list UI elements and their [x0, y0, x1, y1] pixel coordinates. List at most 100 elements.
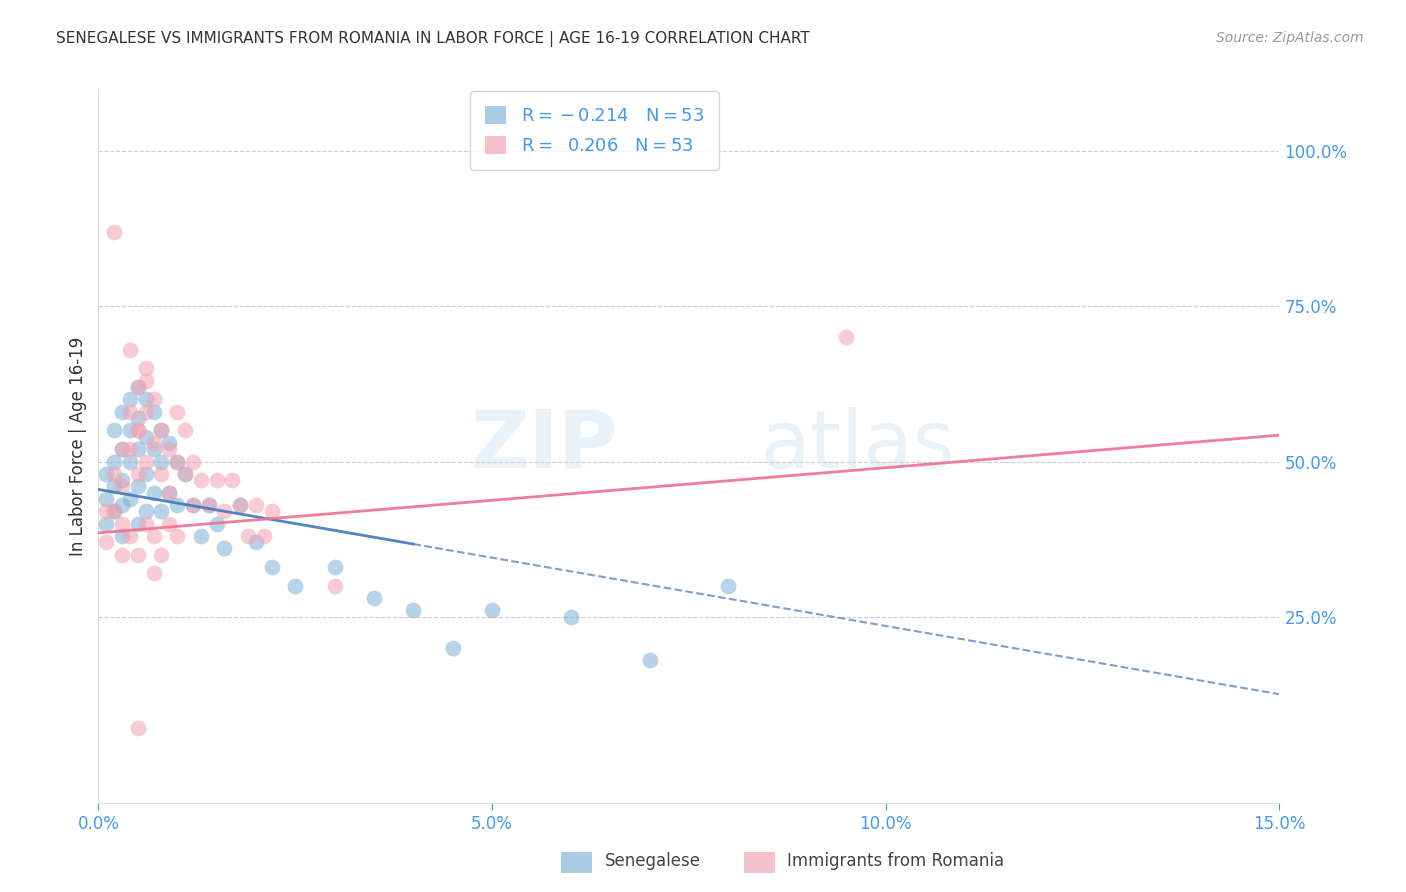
Point	[118, 405, 141, 419]
Point	[150, 454, 173, 468]
Point	[157, 485, 180, 500]
Point	[135, 467, 157, 481]
Point	[253, 529, 276, 543]
Point	[150, 467, 173, 481]
Point	[142, 566, 165, 581]
Point	[118, 392, 141, 407]
Point	[181, 498, 204, 512]
Point	[142, 436, 165, 450]
Point	[127, 380, 149, 394]
Point	[236, 529, 259, 543]
Point	[638, 653, 661, 667]
Point	[402, 603, 425, 617]
Point	[135, 430, 157, 444]
Point	[142, 405, 165, 419]
Point	[118, 491, 141, 506]
Point	[363, 591, 385, 605]
Point	[127, 442, 149, 456]
Point	[166, 529, 188, 543]
Point	[111, 442, 134, 456]
Point	[560, 609, 582, 624]
Point	[103, 424, 125, 438]
Legend: $\mathregular{R = -0.214}$   $\mathregular{N = 53}$, $\mathregular{R = \ \ 0.206: $\mathregular{R = -0.214}$ $\mathregular…	[470, 91, 718, 169]
Point	[166, 454, 188, 468]
Text: Senegalese: Senegalese	[605, 852, 700, 870]
Text: atlas: atlas	[759, 407, 955, 485]
Point	[118, 343, 141, 357]
Y-axis label: In Labor Force | Age 16-19: In Labor Force | Age 16-19	[69, 336, 87, 556]
Point	[96, 491, 118, 506]
Text: Immigrants from Romania: Immigrants from Romania	[787, 852, 1004, 870]
Point	[205, 473, 228, 487]
Point	[103, 504, 125, 518]
Point	[135, 392, 157, 407]
Point	[229, 498, 252, 512]
Point	[111, 529, 134, 543]
Point	[481, 603, 503, 617]
Point	[214, 541, 236, 556]
Point	[135, 454, 157, 468]
Point	[103, 504, 125, 518]
Point	[323, 560, 346, 574]
Point	[835, 330, 858, 344]
Point	[166, 454, 188, 468]
Point	[142, 392, 165, 407]
Point	[197, 498, 219, 512]
Point	[111, 442, 134, 456]
Point	[166, 405, 188, 419]
Point	[174, 467, 197, 481]
Text: Source: ZipAtlas.com: Source: ZipAtlas.com	[1216, 31, 1364, 45]
Point	[127, 722, 149, 736]
Point	[150, 424, 173, 438]
Point	[229, 498, 252, 512]
Point	[96, 467, 118, 481]
Point	[157, 485, 180, 500]
Point	[111, 548, 134, 562]
Point	[190, 473, 212, 487]
Point	[127, 548, 149, 562]
Point	[245, 498, 267, 512]
Point	[157, 436, 180, 450]
Point	[118, 424, 141, 438]
Point	[127, 467, 149, 481]
Point	[150, 424, 173, 438]
Point	[135, 361, 157, 376]
Text: SENEGALESE VS IMMIGRANTS FROM ROMANIA IN LABOR FORCE | AGE 16-19 CORRELATION CHA: SENEGALESE VS IMMIGRANTS FROM ROMANIA IN…	[56, 31, 810, 47]
Point	[245, 535, 267, 549]
Point	[103, 454, 125, 468]
Point	[166, 498, 188, 512]
Point	[181, 454, 204, 468]
Point	[221, 473, 243, 487]
Point	[150, 504, 173, 518]
Point	[118, 454, 141, 468]
Point	[135, 516, 157, 531]
Point	[214, 504, 236, 518]
Point	[111, 405, 134, 419]
Point	[103, 225, 125, 239]
Point	[441, 640, 464, 655]
Point	[260, 504, 283, 518]
Point	[96, 504, 118, 518]
Point	[717, 579, 740, 593]
Point	[260, 560, 283, 574]
Point	[135, 374, 157, 388]
Point	[96, 516, 118, 531]
Point	[181, 498, 204, 512]
Point	[197, 498, 219, 512]
Point	[111, 516, 134, 531]
Point	[103, 479, 125, 493]
Point	[127, 479, 149, 493]
Point	[142, 485, 165, 500]
Point	[190, 529, 212, 543]
Point	[118, 442, 141, 456]
Text: ZIP: ZIP	[471, 407, 619, 485]
Point	[127, 516, 149, 531]
Point	[174, 424, 197, 438]
Point	[111, 498, 134, 512]
Point	[157, 442, 180, 456]
Point	[142, 442, 165, 456]
Point	[157, 516, 180, 531]
Point	[135, 504, 157, 518]
Point	[96, 535, 118, 549]
Point	[111, 473, 134, 487]
